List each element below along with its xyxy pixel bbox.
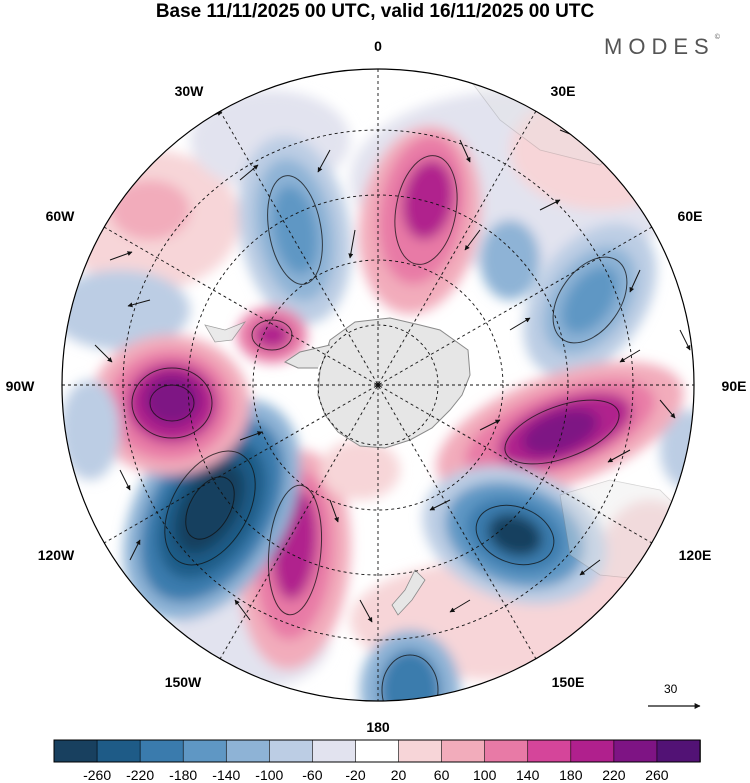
- colorbar-swatch: [96, 739, 141, 763]
- colorbar-swatch: [182, 739, 228, 763]
- label-lon-150e: 150E: [552, 674, 585, 690]
- colorbar-swatch: [527, 739, 572, 763]
- vector-scale-label: 30: [664, 682, 678, 696]
- colorbar-swatch: [613, 739, 658, 763]
- label-lon-90w: 90W: [6, 378, 36, 394]
- copyright-mark: ©: [714, 34, 720, 41]
- colorbar: [53, 739, 701, 763]
- colorbar-tick-label: 20: [390, 767, 407, 783]
- brand-text: MODES: [604, 34, 715, 59]
- colorbar-frame: [53, 739, 701, 763]
- label-lon-0: 0: [374, 38, 382, 54]
- colorbar-tick-label: -100: [255, 767, 284, 783]
- colorbar-swatch: [570, 739, 615, 763]
- label-lon-60w: 60W: [46, 208, 76, 224]
- colorbar-tick-label: -140: [212, 767, 241, 783]
- colorbar-tick-label: 220: [602, 767, 626, 783]
- label-lon-30w: 30W: [175, 83, 205, 99]
- graticule: [62, 69, 694, 701]
- anomaly-field: [62, 69, 694, 701]
- colorbar-tick-label: -220: [126, 767, 155, 783]
- label-lon-180: 180: [366, 719, 390, 735]
- map-title: Base 11/11/2025 00 UTC, valid 16/11/2025…: [155, 1, 595, 22]
- label-lon-120e: 120E: [679, 547, 712, 563]
- colorbar-swatch: [656, 739, 701, 763]
- colorbar-swatch: [441, 739, 486, 763]
- colorbar-swatch: [269, 739, 314, 763]
- colorbar-tick-label: -20: [345, 767, 366, 783]
- colorbar-tick-label: -260: [83, 767, 112, 783]
- colorbar-tick-label: 180: [559, 767, 583, 783]
- south-pole-marker: [376, 383, 380, 387]
- label-lon-60e: 60E: [678, 208, 703, 224]
- colorbar-tick-label: 100: [473, 767, 497, 783]
- colorbar-tick-label: 140: [516, 767, 540, 783]
- colorbar-swatch: [398, 739, 443, 763]
- colorbar-tick-label: -60: [302, 767, 323, 783]
- label-lon-120w: 120W: [38, 547, 75, 563]
- label-lon-90e: 90E: [722, 378, 747, 394]
- colorbar-tick-label: -180: [169, 767, 198, 783]
- colorbar-swatch: [355, 739, 400, 763]
- label-lon-150w: 150W: [165, 674, 202, 690]
- colorbar-swatch: [484, 739, 529, 763]
- label-lon-30e: 30E: [551, 83, 576, 99]
- colorbar-swatch: [53, 739, 98, 763]
- brand-logo: MODES©: [604, 34, 720, 60]
- colorbar-tick-label: 260: [645, 767, 669, 783]
- colorbar-swatch: [139, 739, 185, 763]
- map-boundary: [61, 68, 695, 702]
- colorbar-swatch: [225, 739, 271, 763]
- colorbar-swatch: [312, 739, 357, 763]
- colorbar-tick-label: 60: [433, 767, 450, 783]
